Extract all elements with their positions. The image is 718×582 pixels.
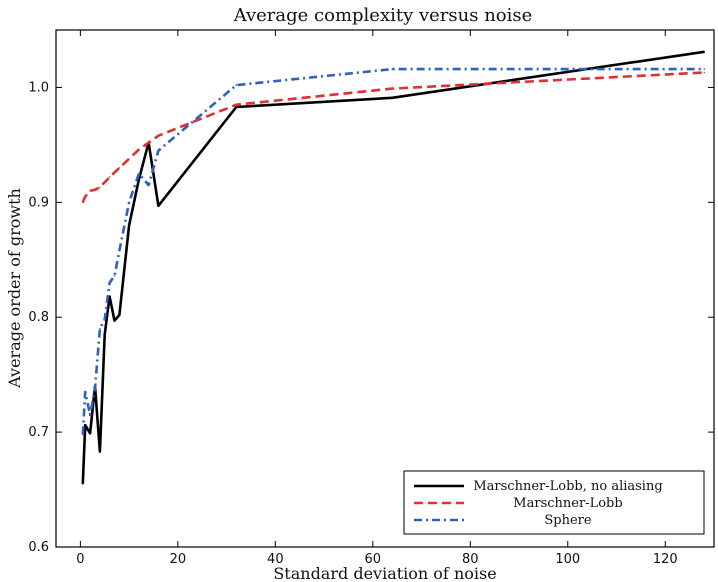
data-point [84, 424, 86, 427]
y-tick-label: 0.9 [28, 195, 49, 210]
data-point [84, 195, 86, 198]
data-point [99, 186, 101, 189]
data-point [391, 97, 394, 99]
data-point [89, 190, 91, 192]
data-point [99, 327, 101, 330]
x-axis-label: Standard deviation of noise [273, 564, 496, 582]
data-point [82, 483, 84, 485]
data-point [391, 68, 394, 70]
data-point [235, 106, 238, 108]
data-point [118, 314, 121, 316]
data-point [89, 432, 91, 435]
data-point [103, 333, 106, 336]
data-point [82, 201, 84, 204]
data-point [703, 71, 706, 74]
series-layer [81, 50, 706, 485]
data-point [391, 87, 394, 90]
data-point [235, 84, 238, 86]
x-axis: 0 20 40 60 80 100 120 [76, 30, 678, 567]
data-point [94, 387, 96, 390]
x-tick-label: 20 [170, 552, 187, 567]
data-point [703, 68, 706, 70]
y-tick-label: 1.0 [28, 80, 49, 95]
data-point [82, 433, 84, 436]
y-axis: 0.6 0.7 0.8 0.9 1.0 [28, 80, 714, 555]
data-point [118, 249, 121, 252]
data-point [99, 450, 101, 453]
data-point [138, 172, 140, 175]
legend-label-0: Marschner-Lobb, no aliasing [473, 479, 662, 494]
data-point [84, 391, 86, 393]
y-tick-label: 0.7 [28, 425, 49, 440]
chart-title: Average complexity versus noise [233, 5, 533, 26]
legend-label-1: Marschner-Lobb [513, 496, 622, 511]
plot-frame [55, 29, 715, 548]
data-point [157, 149, 160, 152]
series-line-1 [81, 71, 705, 203]
data-point [138, 148, 140, 151]
data-point [128, 201, 130, 204]
legend: Marschner-Lobb, no aliasing Marschner-Lob… [403, 470, 705, 535]
y-tick-label: 0.6 [28, 540, 49, 555]
x-tick-label: 120 [653, 552, 678, 567]
legend-box [403, 470, 705, 535]
x-tick-label: 0 [76, 552, 84, 567]
data-point [94, 188, 96, 191]
data-point [157, 205, 160, 207]
data-point [235, 103, 238, 106]
x-tick-label: 40 [267, 552, 284, 567]
y-tick-label: 0.8 [28, 310, 49, 325]
data-point [108, 295, 111, 298]
data-point [89, 414, 91, 416]
series-line-0 [81, 50, 705, 484]
data-point [118, 167, 121, 169]
series-line-2 [81, 67, 705, 435]
data-point [138, 178, 140, 181]
data-point [103, 318, 106, 321]
data-point [147, 184, 150, 186]
legend-label-2: Sphere [544, 513, 592, 528]
data-point [108, 176, 111, 178]
data-point [113, 319, 116, 322]
x-tick-label: 60 [365, 552, 382, 567]
data-point [113, 275, 116, 277]
x-tick-label: 80 [462, 552, 479, 567]
plot-area: 0 20 40 60 80 100 120 0.6 0.7 0.8 0.9 1.0 [28, 29, 715, 567]
x-tick-label: 100 [555, 552, 580, 567]
data-point [108, 282, 111, 284]
y-axis-label: Average order of growth [5, 188, 24, 389]
data-point [157, 134, 160, 137]
data-point [703, 51, 706, 53]
data-point [128, 224, 130, 227]
